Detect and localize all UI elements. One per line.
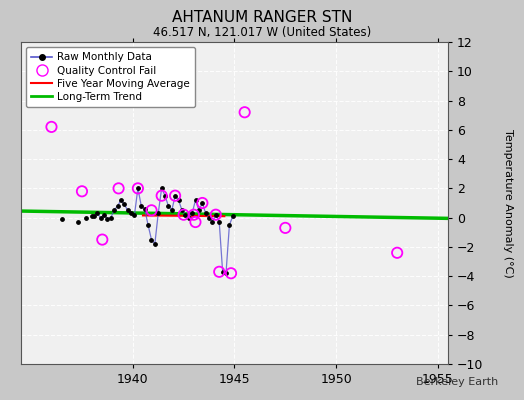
Point	[96, 214, 105, 221]
Point	[198, 200, 206, 206]
Point	[134, 185, 142, 192]
Point	[147, 236, 156, 243]
Point	[219, 268, 227, 275]
Point	[110, 207, 118, 214]
Point	[88, 213, 96, 219]
Point	[190, 212, 198, 218]
Point	[168, 207, 176, 214]
Point	[191, 219, 200, 225]
Point	[161, 192, 169, 199]
Point	[181, 212, 190, 218]
Point	[140, 206, 149, 212]
Point	[158, 192, 166, 199]
Point	[222, 270, 230, 276]
Point	[195, 207, 203, 214]
Point	[205, 214, 213, 221]
Point	[154, 210, 162, 216]
Point	[225, 222, 234, 228]
Point	[47, 124, 56, 130]
Point	[134, 185, 142, 192]
Text: 46.517 N, 121.017 W (United States): 46.517 N, 121.017 W (United States)	[153, 26, 371, 39]
Point	[191, 197, 200, 203]
Point	[184, 214, 193, 221]
Point	[215, 268, 223, 275]
Y-axis label: Temperature Anomaly (°C): Temperature Anomaly (°C)	[503, 129, 513, 277]
Point	[74, 219, 82, 225]
Point	[208, 219, 216, 225]
Point	[215, 219, 223, 225]
Point	[174, 197, 183, 203]
Point	[150, 241, 159, 247]
Point	[93, 210, 102, 216]
Point	[113, 203, 122, 209]
Point	[228, 213, 237, 219]
Point	[127, 210, 135, 216]
Point	[188, 210, 196, 216]
Point	[130, 212, 139, 218]
Point	[241, 109, 249, 116]
Point	[58, 216, 66, 222]
Point	[212, 212, 220, 218]
Point	[103, 216, 112, 222]
Point	[124, 207, 132, 214]
Point	[137, 203, 146, 209]
Point	[100, 212, 108, 218]
Point	[120, 201, 128, 208]
Point	[90, 213, 98, 219]
Point	[117, 197, 125, 203]
Point	[78, 188, 86, 194]
Text: Berkeley Earth: Berkeley Earth	[416, 377, 498, 387]
Text: AHTANUM RANGER STN: AHTANUM RANGER STN	[172, 10, 352, 25]
Point	[171, 192, 179, 199]
Point	[281, 225, 290, 231]
Point	[198, 200, 206, 206]
Point	[164, 203, 172, 209]
Point	[106, 214, 115, 221]
Point	[171, 192, 179, 199]
Point	[147, 207, 156, 214]
Point	[179, 212, 188, 218]
Point	[98, 236, 106, 243]
Point	[114, 185, 123, 192]
Point	[82, 214, 90, 221]
Point	[393, 250, 401, 256]
Point	[202, 210, 210, 216]
Point	[144, 222, 152, 228]
Point	[157, 185, 166, 192]
Point	[178, 207, 186, 214]
Legend: Raw Monthly Data, Quality Control Fail, Five Year Moving Average, Long-Term Tren: Raw Monthly Data, Quality Control Fail, …	[26, 47, 195, 107]
Point	[227, 270, 235, 276]
Point	[212, 212, 220, 218]
